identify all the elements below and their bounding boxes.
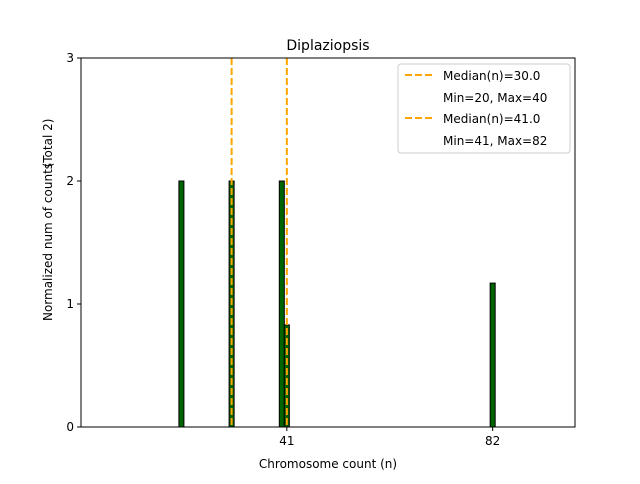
legend: Median(n)=30.0 Min=20, Max=40 Median(n)=…	[397, 63, 571, 154]
x-axis-label: Chromosome count (n)	[259, 457, 397, 471]
chart-title: Diplaziopsis	[286, 38, 369, 54]
x-tick-label: 82	[485, 434, 500, 448]
y-tick-label: 3	[66, 51, 74, 65]
legend-entry-1: Median(n)=30.0	[443, 69, 540, 83]
y-tick-label: 0	[66, 420, 74, 434]
legend-entry-4: Min=41, Max=82	[443, 134, 547, 148]
plot-frame	[80, 57, 576, 428]
y-tick-label: 2	[66, 174, 74, 188]
y-tick-label: 1	[66, 297, 74, 311]
bar-82	[489, 282, 496, 428]
x-tick-label: 41	[279, 434, 294, 448]
y-axis-total-label: (Total 2)	[41, 119, 55, 168]
legend-entry-2: Min=20, Max=40	[443, 91, 547, 105]
bar-20	[178, 180, 185, 428]
legend-entry-3: Median(n)=41.0	[443, 112, 540, 126]
bar-40	[278, 180, 285, 428]
y-axis-label: Normalized num of counts	[41, 163, 55, 321]
